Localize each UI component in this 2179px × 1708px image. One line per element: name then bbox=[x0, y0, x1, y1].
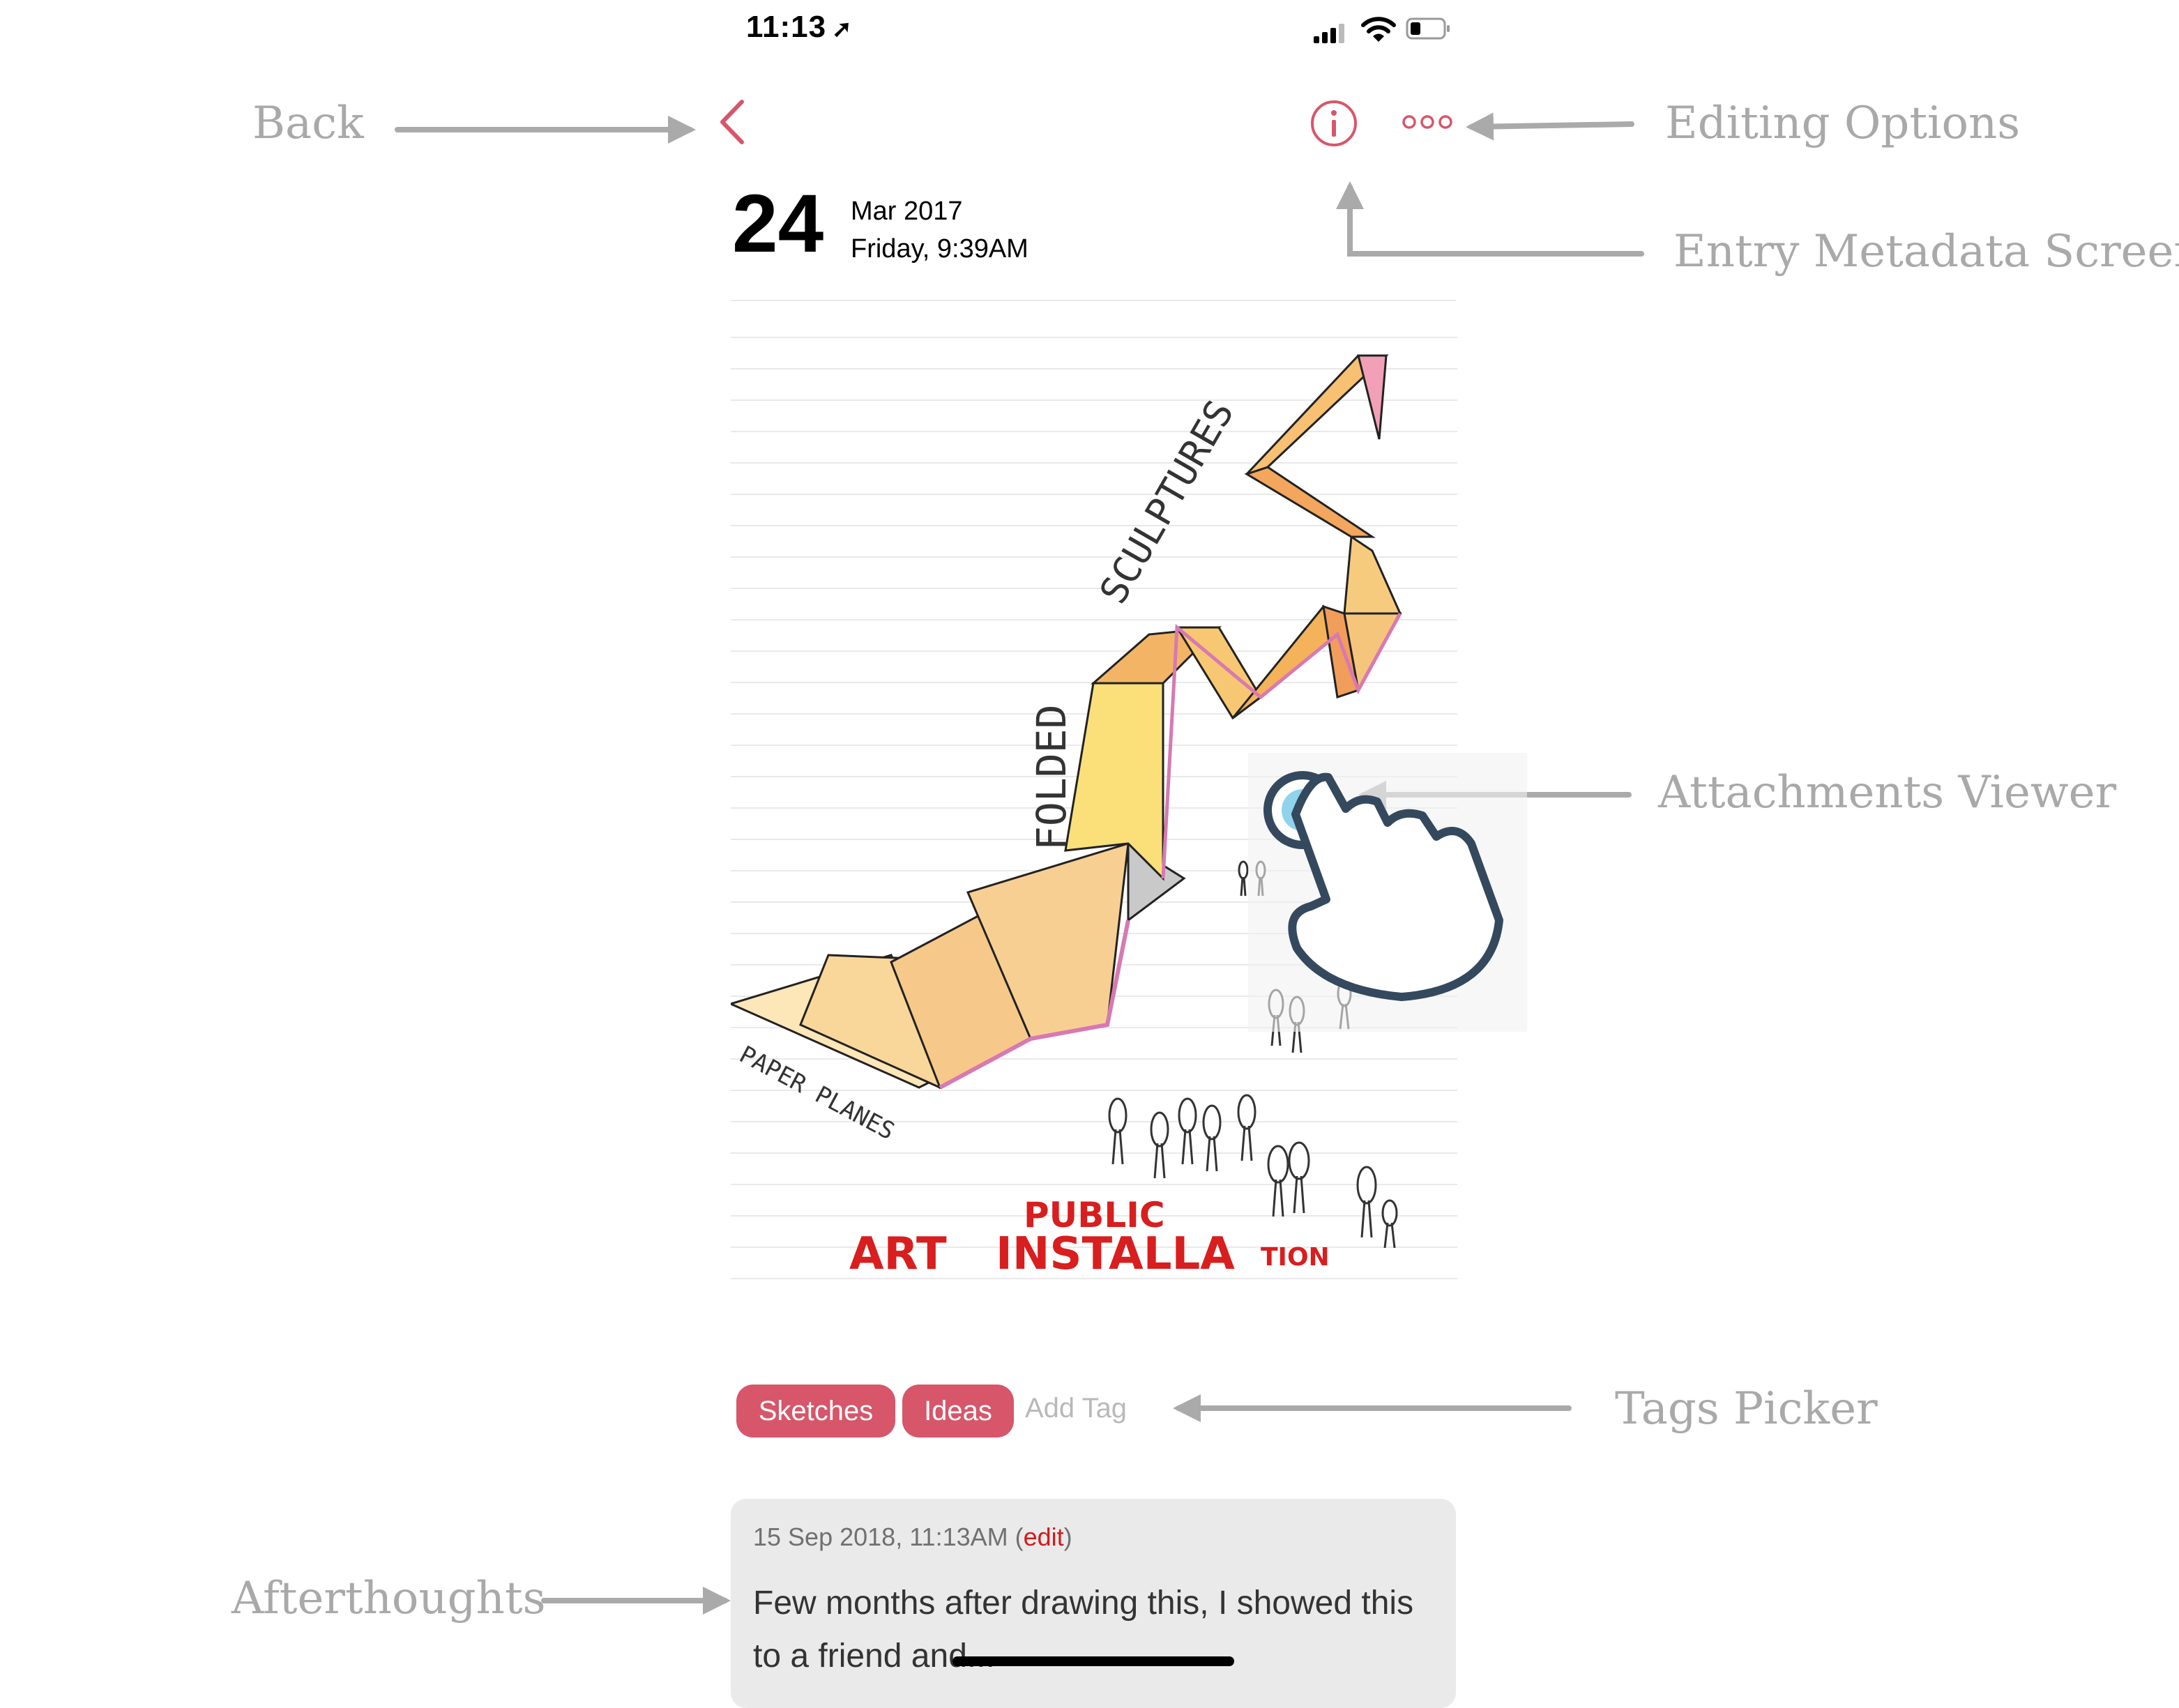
caption-tion: TION bbox=[1261, 1243, 1330, 1272]
caption-public: PUBLIC bbox=[1024, 1195, 1165, 1235]
afterthought-edit-link[interactable]: edit bbox=[1023, 1523, 1064, 1551]
add-tag-button[interactable]: Add Tag bbox=[1025, 1393, 1128, 1424]
annotation-entry-metadata: Entry Metadata Screen bbox=[1673, 226, 2179, 277]
caption-installation: INSTALLA bbox=[996, 1228, 1235, 1280]
annotation-tags-picker: Tags Picker bbox=[1615, 1383, 1878, 1435]
home-indicator[interactable] bbox=[952, 1656, 1234, 1666]
afterthought-text: Few months after drawing this, I showed … bbox=[753, 1585, 1414, 1675]
afterthought-timestamp: 15 Sep 2018, 11:13AM (edit) bbox=[753, 1523, 1072, 1551]
tag-sketches[interactable]: Sketches bbox=[736, 1385, 895, 1438]
arrow-editing-options bbox=[1466, 112, 1634, 141]
entry-weekday-time: Friday, 9:39AM bbox=[851, 234, 1028, 264]
chevron-left-icon[interactable] bbox=[717, 98, 747, 146]
entry-month-year: Mar 2017 bbox=[851, 197, 963, 226]
annotation-afterthoughts: Afterthoughts bbox=[231, 1573, 546, 1624]
annotation-back: Back bbox=[252, 98, 364, 149]
annotation-attachments-viewer: Attachments Viewer bbox=[1658, 767, 2117, 818]
header-divider bbox=[731, 300, 1456, 301]
sketch-attachment[interactable]: FOLDED SCULPTURES PAPER PLANES PUBLIC AR… bbox=[731, 307, 1457, 1283]
wifi-icon bbox=[1361, 17, 1396, 42]
annotation-editing-options: Editing Options bbox=[1665, 98, 2021, 149]
battery-icon bbox=[1406, 17, 1450, 40]
tag-ideas[interactable]: Ideas bbox=[902, 1385, 1014, 1438]
arrow-entry-metadata bbox=[1336, 181, 1644, 257]
sketch-word-folded: FOLDED bbox=[1028, 704, 1075, 851]
sketch-drawing: FOLDED SCULPTURES PAPER PLANES PUBLIC AR… bbox=[731, 354, 1402, 1280]
sketch-word-sculptures: SCULPTURES bbox=[1091, 392, 1243, 611]
entry-day: 24 bbox=[732, 178, 824, 270]
afterthought-card[interactable] bbox=[731, 1499, 1456, 1708]
info-icon[interactable] bbox=[1309, 99, 1358, 148]
cellular-signal-icon bbox=[1314, 24, 1347, 43]
caption-art: ART bbox=[849, 1228, 947, 1280]
status-time: 11:13 ➚ bbox=[746, 10, 853, 44]
location-arrow-icon: ➚ bbox=[832, 16, 853, 43]
more-options-icon[interactable] bbox=[1402, 113, 1453, 131]
